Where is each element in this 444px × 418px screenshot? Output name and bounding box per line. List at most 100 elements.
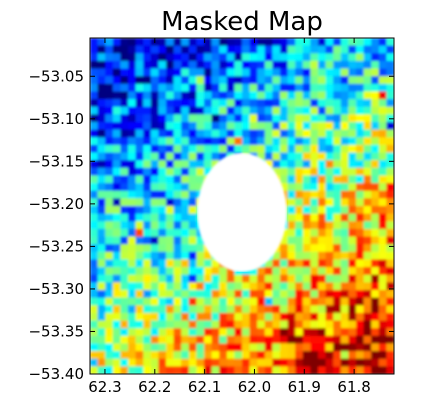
heatmap-cell (264, 129, 273, 138)
heatmap-cell (333, 137, 342, 146)
heatmap-cell (135, 114, 144, 123)
heatmap-cell (150, 236, 159, 245)
heatmap-cell (249, 106, 258, 115)
heatmap-cell (257, 106, 266, 115)
heatmap-cell (158, 167, 167, 177)
heatmap-cell (105, 198, 114, 207)
heatmap-cell (158, 91, 167, 100)
heatmap-cell (356, 91, 365, 100)
heatmap-cell (272, 99, 281, 108)
heatmap-cell (211, 267, 220, 276)
heatmap-cell (166, 45, 175, 54)
heatmap-cell (158, 175, 167, 184)
heatmap-cell (105, 183, 114, 192)
heatmap-cell (249, 312, 258, 322)
heatmap-cell (128, 38, 137, 47)
heatmap-cell (310, 137, 319, 146)
heatmap-cell (302, 312, 311, 322)
heatmap-cell (310, 251, 319, 261)
heatmap-cell (181, 106, 190, 115)
heatmap-cell (378, 106, 387, 115)
heatmap-cell (310, 221, 319, 230)
heatmap-cell (318, 183, 327, 192)
heatmap-cell (249, 305, 258, 314)
heatmap-cell (257, 137, 266, 146)
heatmap-cell (249, 45, 258, 54)
heatmap-cell (302, 320, 311, 329)
heatmap-cell (196, 259, 205, 268)
y-axis: −53.05−53.10−53.15−53.20−53.25−53.30−53.… (28, 67, 394, 383)
heatmap-cell (181, 167, 190, 177)
heatmap-cell (318, 343, 327, 352)
heatmap-cell (166, 228, 175, 238)
heatmap-cell (302, 83, 311, 93)
heatmap-cell (318, 320, 327, 329)
heatmap-cell (105, 152, 114, 161)
heatmap-cell (371, 274, 380, 283)
heatmap-cell (378, 305, 387, 314)
heatmap-cell (219, 328, 228, 337)
heatmap-cell (105, 167, 114, 177)
heatmap-cell (188, 122, 197, 131)
heatmap-cell (181, 290, 190, 299)
heatmap-cell (173, 366, 182, 374)
heatmap-cell (310, 335, 319, 345)
heatmap-cell (264, 328, 273, 337)
heatmap-cell (128, 76, 137, 85)
heatmap-cell (302, 152, 311, 161)
heatmap-cell (196, 91, 205, 100)
heatmap-cell (150, 83, 159, 93)
heatmap-cell (378, 190, 387, 199)
heatmap-cell (143, 60, 152, 70)
heatmap-cell (196, 351, 205, 360)
heatmap-cell (318, 114, 327, 123)
heatmap-cell (257, 358, 266, 367)
heatmap-cell (90, 99, 99, 108)
heatmap-cell (333, 167, 342, 177)
heatmap-cell (90, 38, 99, 47)
heatmap-cell (188, 274, 197, 283)
heatmap-cell (356, 335, 365, 345)
heatmap-cell (166, 83, 175, 93)
heatmap-cell (112, 91, 121, 100)
heatmap-cell (287, 206, 296, 215)
heatmap-cell (120, 129, 129, 138)
heatmap-cell (196, 83, 205, 93)
heatmap-cell (211, 366, 220, 374)
heatmap-cell (204, 267, 213, 276)
heatmap-cell (333, 328, 342, 337)
heatmap-cell (196, 335, 205, 345)
axes-frame (89, 37, 395, 375)
heatmap-cell (173, 137, 182, 146)
heatmap-cell (371, 122, 380, 131)
heatmap-cell (181, 114, 190, 123)
heatmap-cell (371, 251, 380, 261)
heatmap-cell (150, 312, 159, 322)
heatmap-cell (333, 290, 342, 299)
heatmap-cell (356, 267, 365, 276)
heatmap-cell (158, 129, 167, 138)
heatmap-cell (310, 99, 319, 108)
heatmap-cell (371, 312, 380, 322)
heatmap-cell (348, 190, 357, 199)
heatmap-cell (204, 122, 213, 131)
heatmap-cell (378, 60, 387, 70)
heatmap-cell (90, 343, 99, 352)
heatmap-cell (188, 53, 197, 62)
heatmap-cell (348, 328, 357, 337)
heatmap-cell (226, 267, 235, 276)
heatmap-cell (257, 60, 266, 70)
heatmap-cell (363, 167, 372, 177)
heatmap-cell (188, 99, 197, 108)
heatmap-cell (287, 129, 296, 138)
heatmap-cell (371, 213, 380, 222)
heatmap-cell (105, 320, 114, 329)
heatmap-cell (105, 53, 114, 62)
heatmap-cell (158, 320, 167, 329)
heatmap-cell (105, 267, 114, 276)
heatmap-cell (166, 122, 175, 131)
heatmap-cell (348, 91, 357, 100)
heatmap-cell (302, 244, 311, 253)
heatmap-cell (272, 328, 281, 337)
heatmap-cell (173, 53, 182, 62)
